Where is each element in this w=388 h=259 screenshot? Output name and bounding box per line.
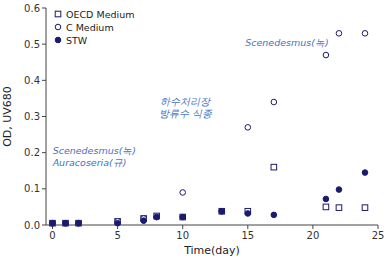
legend-marker <box>55 24 61 30</box>
y-tick <box>42 44 46 45</box>
scatter-point <box>50 220 56 226</box>
legend-label: C Medium <box>66 22 114 33</box>
y-tick <box>42 8 46 9</box>
x-axis-label: Time(day) <box>183 244 240 257</box>
x-tick <box>182 225 183 229</box>
series <box>50 31 368 226</box>
chart-svg: 0 5 10 15 20 25 0.0 0.1 0.2 0.3 0.4 0.5 0.6 Time(day)… <box>0 0 388 259</box>
legend-label: STW <box>66 35 88 46</box>
scatter-point <box>154 214 160 220</box>
y-tick-label: 0.6 <box>24 3 40 14</box>
scatter-point <box>76 220 82 226</box>
scatter-point <box>180 214 186 220</box>
chart-container: 0 5 10 15 20 25 0.0 0.1 0.2 0.3 0.4 0.5 0.6 Time(day)… <box>0 0 388 259</box>
y-tick-label: 0.1 <box>24 183 40 194</box>
scatter-point <box>141 218 147 224</box>
annotation: Scenedesmus(녹) <box>245 37 328 48</box>
scatter-point <box>63 220 69 226</box>
scatter-point <box>245 211 251 217</box>
scatter-point <box>336 31 342 37</box>
x-tick <box>247 225 248 229</box>
scatter-point <box>323 196 329 202</box>
scatter-point <box>362 31 368 37</box>
x-tick-label: 10 <box>176 230 189 241</box>
scatter-point <box>50 220 56 226</box>
annotation: Scenedesmus(녹)Auracoseria(규) <box>52 145 136 167</box>
x-axis-line <box>46 225 378 226</box>
x-tick-label: 5 <box>114 230 120 241</box>
y-tick <box>42 188 46 189</box>
x-tick-label: 15 <box>241 230 254 241</box>
scatter-point <box>323 52 329 58</box>
scatter-point <box>219 208 225 214</box>
legend-label: OECD Medium <box>66 9 134 20</box>
scatter-point <box>180 214 186 220</box>
y-tick-label: 0.2 <box>24 147 40 158</box>
scatter-point <box>336 187 342 193</box>
scatter-point <box>63 220 69 226</box>
y-tick <box>42 225 46 226</box>
y-tick <box>42 80 46 81</box>
scatter-point <box>154 214 160 220</box>
legend-marker <box>55 11 61 17</box>
annotation: 하수처리장방류수 식종 <box>159 96 213 119</box>
series <box>50 170 368 226</box>
y-tick <box>42 152 46 153</box>
y-tick-label: 0.3 <box>24 111 40 122</box>
y-tick <box>42 116 46 117</box>
scatter-point <box>271 212 277 218</box>
series <box>50 164 368 226</box>
scatter-point <box>219 208 225 214</box>
y-tick-label: 0.5 <box>24 39 40 50</box>
scatter-point <box>76 220 82 226</box>
x-tick-label: 0 <box>49 230 55 241</box>
y-axis-label: OD, UV680 <box>1 86 14 147</box>
scatter-point <box>219 208 225 214</box>
scatter-point <box>271 164 277 170</box>
scatter-point <box>336 205 342 211</box>
plot-area <box>50 31 368 226</box>
scatter-point <box>50 220 56 226</box>
scatter-point <box>362 205 368 211</box>
scatter-point <box>323 204 329 210</box>
scatter-point <box>362 170 368 176</box>
scatter-point <box>63 220 69 226</box>
scatter-point <box>271 99 277 105</box>
scatter-point <box>245 125 251 131</box>
y-tick-label: 0.4 <box>24 75 40 86</box>
scatter-point <box>76 220 82 226</box>
scatter-point <box>115 220 121 226</box>
x-tick-label: 25 <box>372 230 385 241</box>
legend: OECD Medium C Medium STW <box>55 9 134 46</box>
x-tick-label: 20 <box>307 230 320 241</box>
x-tick <box>378 225 379 229</box>
scatter-point <box>180 190 186 196</box>
x-tick <box>312 225 313 229</box>
y-tick-label: 0.0 <box>24 220 40 231</box>
legend-marker <box>55 37 61 43</box>
